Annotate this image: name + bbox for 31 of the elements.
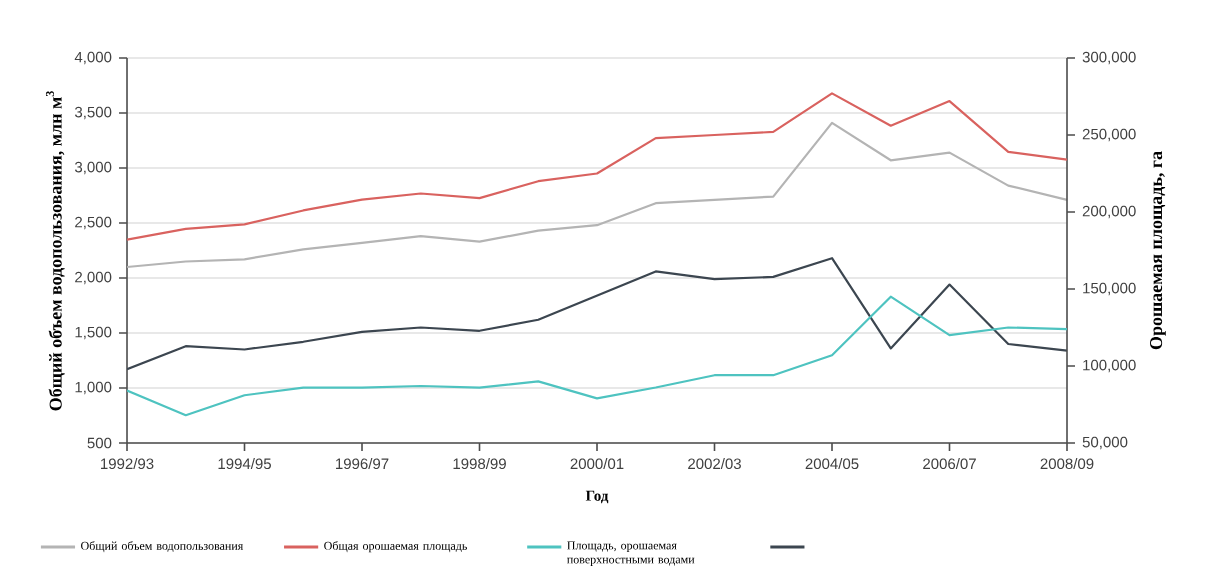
x-tick-label: 2006/07 [923,458,976,470]
x-tick-label: 1992/93 [101,458,154,470]
y-tick-label: 3,000 [74,161,112,175]
y-tick-label: 2,000 [75,271,112,285]
y2-tick-label: 250,000 [1082,128,1136,142]
y-tick-label: 3,500 [74,106,112,120]
y-tick-label: 1,500 [75,326,112,340]
y-tick-label: 2,500 [75,216,112,230]
y2-tick-label: 200,000 [1082,205,1136,219]
legend-label: Общая орошаемая площадь [324,541,467,553]
x-tick-label: 1994/95 [218,458,271,470]
x-tick-label: 2002/03 [688,458,741,470]
x-tick-label: 2008/09 [1040,458,1094,470]
line-series [127,295,1067,417]
legend-label: Площадь, орошаемая поверхностными водами [567,541,695,566]
y2-tick-label: 300,000 [1082,51,1136,65]
legend-label: Общий объем водопользования [81,541,244,553]
y-axis-title: Общий объем водопользования, млн м$^{3}$ [45,91,65,411]
x-axis-title: Год [585,490,609,504]
y2-tick-label: 100,000 [1083,359,1136,373]
x-tick-label: 2004/05 [805,458,859,470]
y2-axis-title: Орошаемая площадь, га [1150,151,1166,350]
y-tick-label: 4,000 [74,51,112,65]
line-series [127,92,1067,241]
y-tick-label: 1,000 [75,381,112,395]
y2-tick-label: 50,000 [1082,436,1128,450]
y-tick-label: 500 [87,437,112,449]
x-tick-label: 1996/97 [336,458,389,470]
x-tick-label: 2000/01 [570,458,624,470]
y2-tick-label: 150,000 [1083,282,1136,296]
x-tick-label: 1998/99 [453,458,506,470]
